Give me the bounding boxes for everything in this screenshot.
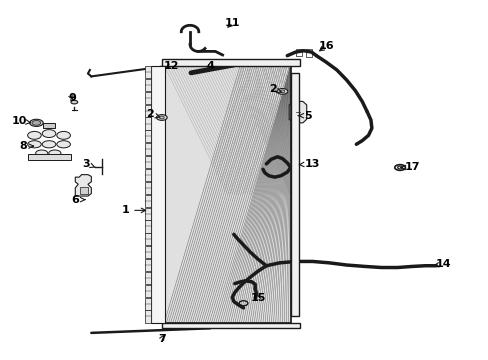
- Bar: [162, 59, 300, 66]
- Bar: [144, 143, 151, 156]
- Bar: [144, 117, 151, 130]
- Bar: [144, 169, 151, 181]
- Text: 3: 3: [82, 159, 96, 169]
- Bar: [144, 195, 151, 207]
- Text: 4: 4: [206, 61, 214, 71]
- Bar: [144, 233, 151, 246]
- Bar: [164, 66, 290, 323]
- Ellipse shape: [42, 141, 56, 148]
- Bar: [305, 49, 311, 57]
- Bar: [144, 105, 151, 117]
- Bar: [144, 285, 151, 297]
- Text: 15: 15: [250, 293, 265, 303]
- Text: 5: 5: [298, 111, 311, 121]
- Text: 9: 9: [68, 93, 76, 103]
- Ellipse shape: [28, 141, 41, 148]
- Text: 16: 16: [318, 41, 333, 51]
- Text: 11: 11: [224, 18, 240, 28]
- Bar: [144, 79, 151, 91]
- Ellipse shape: [71, 100, 78, 104]
- Bar: [162, 323, 300, 328]
- Text: 13: 13: [299, 159, 320, 169]
- Bar: [164, 66, 290, 323]
- Bar: [144, 297, 151, 310]
- Bar: [144, 156, 151, 168]
- Bar: [144, 246, 151, 258]
- Ellipse shape: [49, 150, 61, 157]
- Bar: [144, 66, 151, 78]
- Text: 2: 2: [145, 109, 160, 119]
- Polygon shape: [75, 175, 91, 196]
- Ellipse shape: [57, 141, 70, 148]
- Text: 17: 17: [400, 162, 419, 172]
- Bar: [290, 73, 299, 316]
- Text: 14: 14: [432, 259, 451, 269]
- Ellipse shape: [30, 119, 43, 126]
- Text: 10: 10: [12, 116, 31, 126]
- Ellipse shape: [28, 131, 41, 139]
- Bar: [144, 310, 151, 323]
- Ellipse shape: [280, 90, 285, 93]
- Bar: [144, 272, 151, 284]
- Bar: [144, 92, 151, 104]
- Bar: [144, 130, 151, 143]
- Text: 12: 12: [163, 61, 179, 71]
- Polygon shape: [288, 102, 306, 123]
- Bar: [144, 182, 151, 194]
- Text: 7: 7: [158, 334, 165, 344]
- Ellipse shape: [42, 130, 56, 138]
- Ellipse shape: [159, 116, 164, 119]
- Bar: [80, 187, 88, 194]
- Ellipse shape: [156, 114, 167, 120]
- Ellipse shape: [277, 89, 287, 94]
- Ellipse shape: [57, 131, 70, 139]
- Bar: [42, 123, 55, 128]
- Ellipse shape: [32, 121, 41, 125]
- Text: 2: 2: [268, 84, 282, 94]
- Text: 8: 8: [20, 141, 33, 151]
- Bar: [28, 154, 71, 160]
- Text: 6: 6: [71, 195, 85, 204]
- Text: 1: 1: [121, 205, 145, 215]
- Bar: [144, 220, 151, 233]
- Ellipse shape: [397, 166, 402, 169]
- Ellipse shape: [36, 150, 48, 157]
- Bar: [150, 66, 165, 323]
- Bar: [295, 49, 301, 57]
- Ellipse shape: [394, 165, 405, 170]
- Bar: [144, 207, 151, 220]
- Bar: [144, 259, 151, 271]
